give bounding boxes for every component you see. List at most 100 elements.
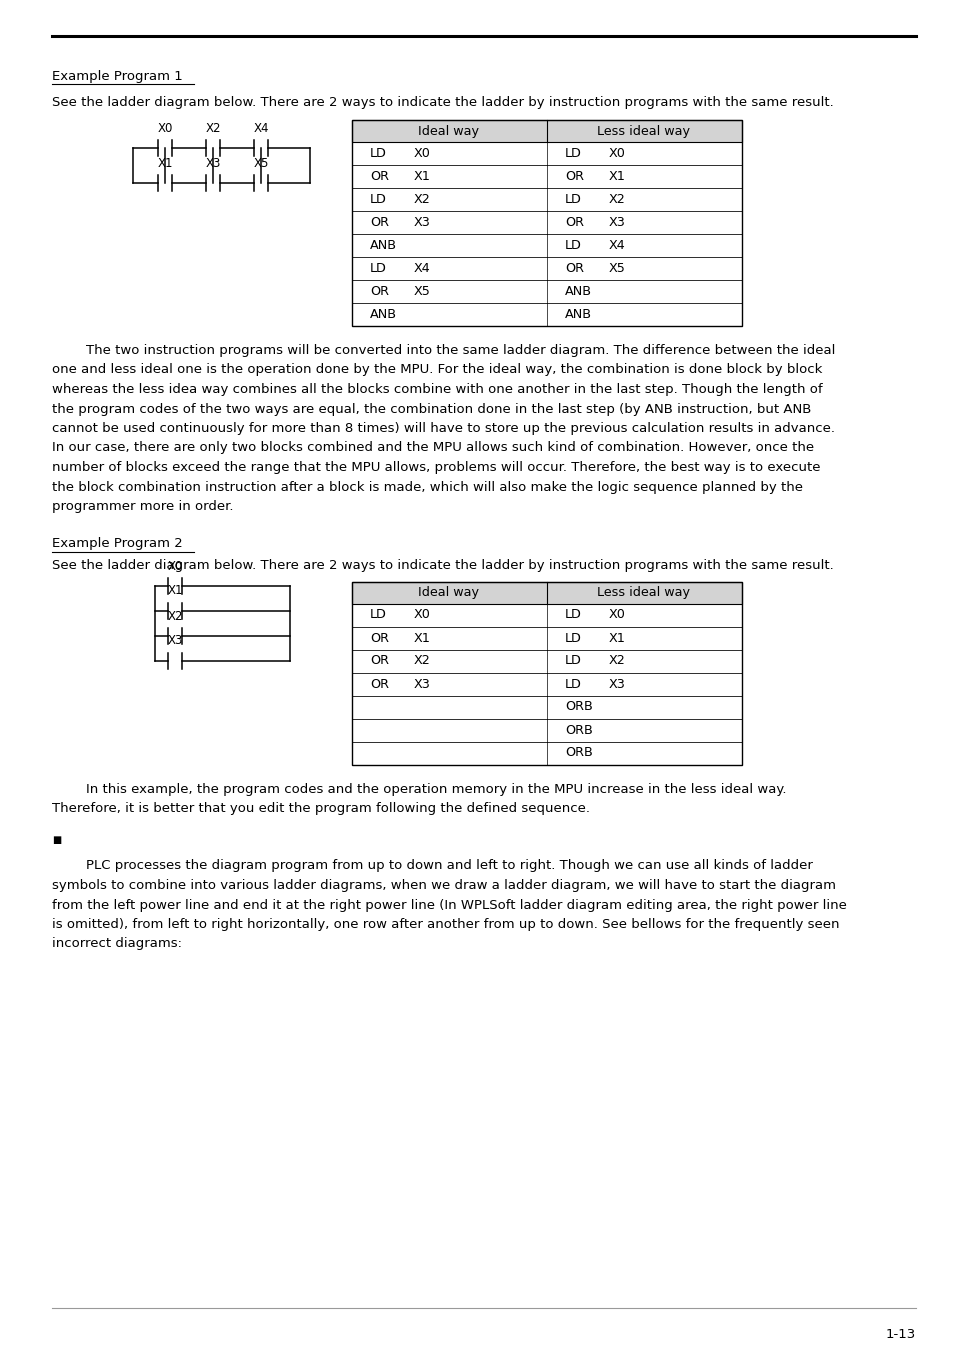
Bar	[352, 741, 741, 764]
Bar	[352, 582, 741, 603]
Text: See the ladder diagram below. There are 2 ways to indicate the ladder by instruc: See the ladder diagram below. There are …	[52, 96, 833, 109]
Text: X4: X4	[253, 122, 269, 135]
Text: X0: X0	[414, 609, 431, 621]
Text: In our case, there are only two blocks combined and the MPU allows such kind of : In our case, there are only two blocks c…	[52, 441, 813, 455]
Text: OR: OR	[370, 655, 389, 667]
Text: OR: OR	[370, 678, 389, 690]
Text: Less ideal way: Less ideal way	[597, 124, 690, 138]
Text: one and less ideal one is the operation done by the MPU. For the ideal way, the : one and less ideal one is the operation …	[52, 363, 821, 377]
Text: X2: X2	[608, 655, 625, 667]
Bar	[352, 256, 741, 279]
Text: cannot be used continuously for more than 8 times) will have to store up the pre: cannot be used continuously for more tha…	[52, 423, 834, 435]
Text: LD: LD	[564, 655, 581, 667]
Bar	[352, 626, 741, 649]
Text: X0: X0	[608, 147, 625, 161]
Text: X5: X5	[608, 262, 625, 275]
Text: symbols to combine into various ladder diagrams, when we draw a ladder diagram, : symbols to combine into various ladder d…	[52, 879, 835, 892]
Text: Less ideal way: Less ideal way	[597, 586, 690, 599]
Text: The two instruction programs will be converted into the same ladder diagram. The: The two instruction programs will be con…	[52, 344, 835, 356]
Bar	[352, 718, 741, 741]
Text: Ideal way: Ideal way	[418, 124, 479, 138]
Text: X2: X2	[414, 193, 431, 207]
Text: ANB: ANB	[564, 308, 592, 321]
Text: X5: X5	[253, 157, 269, 170]
Text: OR: OR	[370, 285, 389, 298]
Text: ANB: ANB	[370, 239, 396, 252]
Bar	[352, 188, 741, 211]
Text: number of blocks exceed the range that the MPU allows, problems will occur. Ther: number of blocks exceed the range that t…	[52, 460, 820, 474]
Bar	[352, 165, 741, 188]
Text: Example Program 1: Example Program 1	[52, 70, 183, 82]
Text: OR: OR	[370, 632, 389, 644]
Text: See the ladder diagram below. There are 2 ways to indicate the ladder by instruc: See the ladder diagram below. There are …	[52, 559, 833, 572]
Text: OR: OR	[564, 170, 583, 184]
Text: from the left power line and end it at the right power line (In WPLSoft ladder d: from the left power line and end it at t…	[52, 899, 846, 911]
Text: ■: ■	[52, 836, 61, 845]
Text: Ideal way: Ideal way	[418, 586, 479, 599]
Text: X3: X3	[414, 678, 431, 690]
Text: LD: LD	[564, 147, 581, 161]
Text: X2: X2	[414, 655, 431, 667]
Bar	[352, 120, 741, 142]
Text: LD: LD	[370, 609, 387, 621]
Text: X2: X2	[167, 609, 183, 622]
Text: ORB: ORB	[564, 724, 592, 737]
Text: X1: X1	[414, 170, 431, 184]
Text: LD: LD	[370, 193, 387, 207]
Text: LD: LD	[370, 262, 387, 275]
Text: X0: X0	[167, 559, 182, 572]
Text: X0: X0	[157, 122, 172, 135]
Text: X0: X0	[608, 609, 625, 621]
Text: the program codes of the two ways are equal, the combination done in the last st: the program codes of the two ways are eq…	[52, 402, 810, 416]
Bar	[352, 582, 741, 764]
Text: OR: OR	[564, 216, 583, 230]
Text: PLC processes the diagram program from up to down and left to right. Though we c: PLC processes the diagram program from u…	[52, 860, 812, 872]
Text: incorrect diagrams:: incorrect diagrams:	[52, 937, 182, 950]
Text: is omitted), from left to right horizontally, one row after another from up to d: is omitted), from left to right horizont…	[52, 918, 839, 932]
Text: X3: X3	[167, 634, 182, 648]
Bar	[352, 672, 741, 695]
Text: X4: X4	[414, 262, 431, 275]
Text: ORB: ORB	[564, 747, 592, 760]
Text: programmer more in order.: programmer more in order.	[52, 500, 233, 513]
Text: X1: X1	[608, 170, 625, 184]
Text: ORB: ORB	[564, 701, 592, 714]
Bar	[352, 234, 741, 256]
Bar	[352, 120, 741, 325]
Bar	[352, 302, 741, 325]
Text: ANB: ANB	[370, 308, 396, 321]
Text: LD: LD	[564, 678, 581, 690]
Text: whereas the less idea way combines all the blocks combine with one another in th: whereas the less idea way combines all t…	[52, 383, 821, 396]
Text: OR: OR	[370, 170, 389, 184]
Text: X0: X0	[414, 147, 431, 161]
Text: LD: LD	[564, 632, 581, 644]
Text: X3: X3	[414, 216, 431, 230]
Bar	[352, 695, 741, 718]
Bar	[352, 142, 741, 165]
Text: In this example, the program codes and the operation memory in the MPU increase : In this example, the program codes and t…	[52, 783, 785, 795]
Text: Therefore, it is better that you edit the program following the defined sequence: Therefore, it is better that you edit th…	[52, 802, 589, 815]
Text: LD: LD	[370, 147, 387, 161]
Text: X4: X4	[608, 239, 625, 252]
Text: LD: LD	[564, 609, 581, 621]
Text: OR: OR	[370, 216, 389, 230]
Text: Example Program 2: Example Program 2	[52, 537, 183, 551]
Bar	[352, 649, 741, 672]
Bar	[352, 603, 741, 626]
Text: X1: X1	[414, 632, 431, 644]
Text: X3: X3	[608, 678, 625, 690]
Text: the block combination instruction after a block is made, which will also make th: the block combination instruction after …	[52, 481, 802, 494]
Text: LD: LD	[564, 239, 581, 252]
Text: OR: OR	[564, 262, 583, 275]
Bar	[352, 279, 741, 302]
Bar	[352, 211, 741, 234]
Text: X3: X3	[205, 157, 220, 170]
Text: X5: X5	[414, 285, 431, 298]
Text: X1: X1	[608, 632, 625, 644]
Text: X1: X1	[157, 157, 172, 170]
Text: X2: X2	[608, 193, 625, 207]
Text: 1-13: 1-13	[884, 1328, 915, 1341]
Text: X2: X2	[205, 122, 220, 135]
Text: X1: X1	[167, 585, 183, 598]
Text: LD: LD	[564, 193, 581, 207]
